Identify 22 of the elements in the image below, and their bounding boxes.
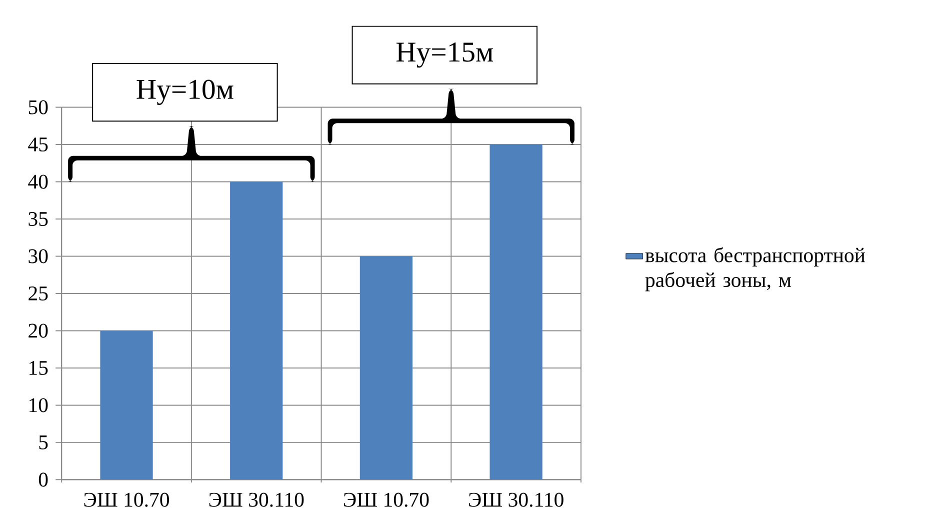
y-tick-label: 5 (39, 435, 48, 450)
y-tick-label: 0 (38, 472, 48, 486)
bar (230, 182, 283, 480)
y-tick-label: 40 (28, 174, 48, 189)
text: Ну=15м (396, 42, 494, 68)
y-tick-label: 50 (28, 100, 48, 114)
y-tick-label: 35 (28, 212, 48, 226)
y-tick-label: 25 (28, 286, 48, 300)
x-tick-label: ЭШ 30.110 (209, 492, 304, 507)
y-tick-label: 20 (28, 324, 48, 338)
text: Ну=10м (136, 80, 234, 105)
bar (100, 330, 153, 480)
legend-label: высота бестранспортной рабочей зоны, м (645, 247, 865, 292)
y-tick-label: 45 (28, 137, 48, 152)
y-tick-label: 15 (30, 360, 48, 375)
bar (360, 256, 413, 480)
bar (490, 144, 542, 480)
y-tick-label: 10 (30, 398, 48, 412)
x-tick-label: ЭШ 30.110 (469, 492, 564, 507)
x-tick-label: ЭШ 10.70 (84, 492, 170, 507)
x-tick-label: ЭШ 10.70 (344, 492, 429, 507)
y-tick-label: 30 (28, 249, 48, 264)
